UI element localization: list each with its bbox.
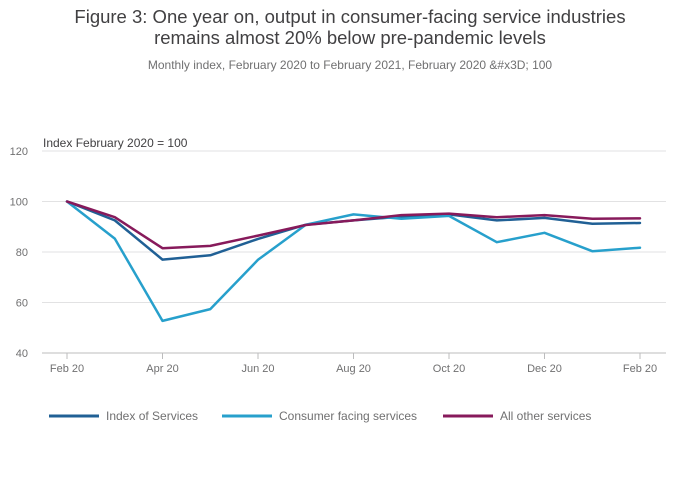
chart-title: Figure 3: One year on, output in consume…: [0, 6, 700, 48]
x-tick-label: Apr 20: [146, 363, 178, 375]
legend-item-3[interactable]: All other services: [443, 409, 591, 423]
legend[interactable]: Index of Services Consumer facing service…: [49, 409, 591, 423]
series-lines: [65, 200, 642, 323]
series-line-3: [65, 200, 642, 250]
y-tick-label: 120: [10, 146, 28, 158]
y-axis-label: Index February 2020 = 100: [43, 136, 188, 150]
gridlines: [42, 150, 666, 354]
y-tick-label: 40: [16, 348, 28, 360]
y-axis: 40 60 80 100 120: [10, 146, 28, 360]
legend-item-2[interactable]: Consumer facing services: [222, 409, 417, 423]
x-tick-label: Jun 20: [241, 363, 274, 375]
y-tick-label: 80: [16, 247, 28, 259]
legend-label: Index of Services: [106, 409, 198, 423]
chart-title-line-1: Figure 3: One year on, output in consume…: [74, 6, 626, 27]
legend-label: Consumer facing services: [279, 409, 417, 423]
x-tick-label: Feb 20: [623, 363, 657, 375]
series-line-2: [65, 200, 642, 323]
chart-title-line-2: remains almost 20% below pre-pandemic le…: [154, 27, 546, 48]
x-tick-label: Aug 20: [336, 363, 371, 375]
x-tick-label: Feb 20: [50, 363, 84, 375]
y-tick-label: 100: [10, 197, 28, 209]
legend-label: All other services: [500, 409, 591, 423]
x-tick-label: Dec 20: [527, 363, 562, 375]
y-tick-label: 60: [16, 298, 28, 310]
x-axis: Feb 20 Apr 20 Jun 20 Aug 20 Oct 20 Dec 20 Feb …: [50, 353, 657, 375]
x-tick-label: Oct 20: [433, 363, 465, 375]
chart-subtitle: Monthly index, February 2020 to February…: [147, 58, 553, 72]
legend-item-1[interactable]: Index of Services: [49, 409, 198, 423]
series-line-1: [65, 200, 642, 261]
